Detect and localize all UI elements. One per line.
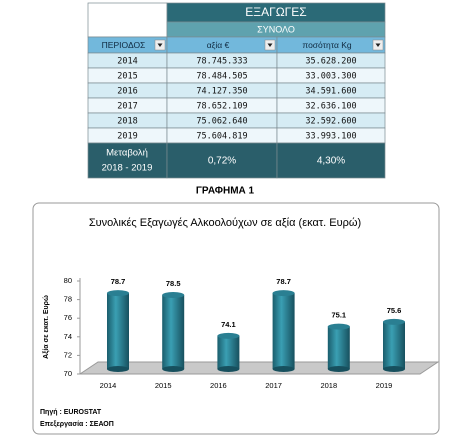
y-tick-label: 76 — [64, 313, 72, 322]
filter-arrow — [375, 43, 381, 47]
column-header: αξία € — [207, 40, 230, 50]
footer-value: 4,30% — [317, 156, 345, 167]
filter-arrow — [267, 43, 273, 47]
cell-text: 33.003.300 — [305, 72, 356, 82]
x-tick-label: 2015 — [155, 381, 172, 390]
column-header: ποσότητα Kg — [302, 40, 352, 50]
cylinder-base — [217, 366, 240, 372]
cell-text: 2014 — [117, 57, 137, 67]
y-tick-label: 70 — [64, 369, 72, 378]
cylinder-top — [217, 332, 240, 339]
cylinder-base — [383, 366, 405, 372]
cell-text: 34.591.600 — [305, 87, 356, 97]
processing-note: Επεξεργασία : ΣΕΑΟΠ — [40, 421, 114, 428]
x-tick-label: 2017 — [265, 381, 282, 390]
cylinder-top — [107, 290, 129, 297]
cylinder — [162, 294, 185, 369]
x-tick-label: 2018 — [320, 381, 337, 390]
cell-text: 74.127.350 — [196, 87, 247, 97]
x-tick-label: 2014 — [100, 381, 117, 390]
cylinder-top — [383, 318, 405, 325]
cylinder — [383, 321, 405, 369]
cylinder — [107, 293, 129, 369]
footer-label: Μεταβολή — [106, 148, 148, 159]
cell-text: 2018 — [117, 117, 137, 127]
cylinder-base — [162, 366, 185, 372]
y-axis-label: Αξία σε εκατ. Ευρώ — [43, 295, 50, 359]
cell-text: 78.484.505 — [196, 72, 247, 82]
column-header: ΠΕΡΙΟΔΟΣ — [102, 40, 146, 50]
y-tick-label: 74 — [64, 332, 72, 341]
x-tick-label: 2019 — [376, 381, 393, 390]
cylinder — [272, 293, 295, 369]
cell-text: 78.745.333 — [196, 57, 247, 67]
cell-text: 33.993.100 — [305, 132, 356, 142]
cylinder-top — [272, 290, 295, 297]
table-header: ΕΞΑΓΩΓΕΣ — [245, 5, 306, 19]
cell-text: 2015 — [117, 72, 137, 82]
cell-text: 78.652.109 — [196, 102, 247, 112]
chart-frame — [32, 202, 440, 435]
cylinder-base — [272, 366, 295, 372]
y-tick-label: 72 — [64, 350, 72, 359]
data-label: 78.7 — [276, 277, 291, 286]
cylinder — [217, 335, 240, 369]
footer-value: 0,72% — [208, 156, 236, 167]
cell-text: 75.604.819 — [196, 132, 247, 142]
footer-cell — [166, 142, 278, 179]
data-label: 78.5 — [166, 279, 181, 288]
source-note: Πηγή : EUROSTAT — [40, 409, 102, 416]
cylinder — [327, 326, 350, 369]
cylinder-top — [327, 323, 350, 330]
chart-title: Συνολικές Εξαγωγές Αλκοολούχων σε αξία (… — [89, 217, 361, 229]
cell-text: 75.062.640 — [196, 117, 247, 127]
corner-cell — [87, 2, 168, 38]
cell-text: 32.636.100 — [305, 102, 356, 112]
data-label: 78.7 — [111, 277, 126, 286]
data-label: 75.1 — [331, 311, 346, 320]
footer-label: 2018 - 2019 — [102, 163, 153, 174]
table-subheader: ΣΥΝΟΛΟ — [257, 24, 295, 34]
x-tick-label: 2016 — [210, 381, 227, 390]
cell-text: 2016 — [117, 87, 137, 97]
y-tick-label: 80 — [64, 276, 72, 285]
y-tick-label: 78 — [64, 295, 72, 304]
data-label: 74.1 — [221, 320, 236, 329]
cell-text: 2017 — [117, 102, 137, 112]
figure-caption: ΓΡΑΦΗΜΑ 1 — [196, 186, 255, 197]
cylinder-base — [107, 366, 129, 372]
cylinder-top — [162, 291, 185, 298]
data-label: 75.6 — [387, 306, 402, 315]
cell-text: 32.592.600 — [305, 117, 356, 127]
footer-cell — [276, 142, 386, 179]
cell-text: 35.628.200 — [305, 57, 356, 67]
cylinder-base — [327, 366, 350, 372]
cell-text: 2019 — [117, 132, 137, 142]
filter-arrow — [157, 43, 163, 47]
